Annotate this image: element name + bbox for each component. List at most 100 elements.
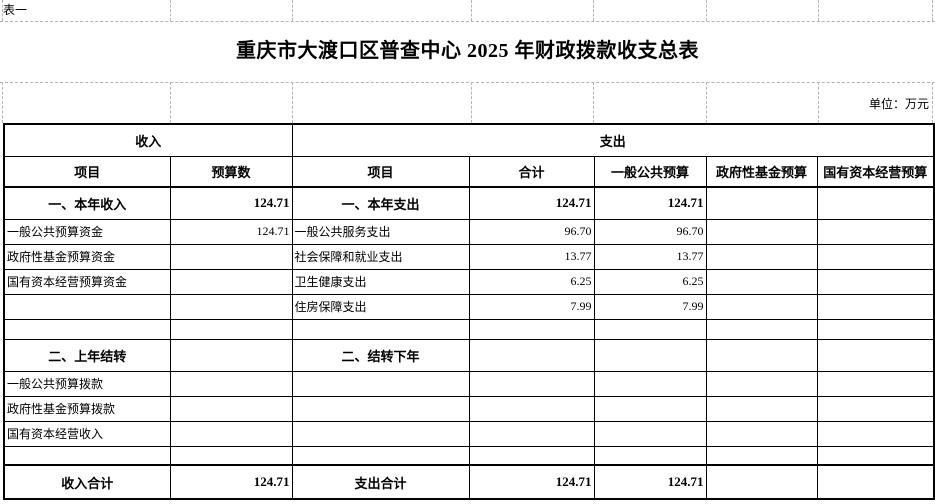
expense-group-header: 支出 [291,123,935,157]
expense-capital-cell [816,243,935,270]
income-budget-cell [169,243,293,270]
expense-fund-cell [705,293,818,320]
expense-general-cell [593,420,707,447]
expense-total-cell: 124.71 [468,186,595,220]
expense-general-cell: 7.99 [593,293,707,320]
expense-item-cell: 卫生健康支出 [291,268,470,295]
unit-label: 单位：万元 [868,97,929,111]
expense-capital-cell [816,420,935,447]
expense-fund-cell [705,445,818,466]
table-row: 政府性基金预算资金 社会保障和就业支出 13.77 13.77 [3,243,935,270]
expense-capital-cell [816,370,935,397]
expense-item-cell [291,445,470,466]
expense-fund-cell [705,268,818,295]
gridline-vertical [593,0,594,21]
income-item-cell: 政府性基金预算拨款 [3,395,171,422]
expense-general-cell: 13.77 [593,243,707,270]
col-header-income-budget: 预算数 [169,155,293,188]
gridline-vertical [818,0,819,21]
table-row: 国有资本经营预算资金 卫生健康支出 6.25 6.25 [3,268,935,295]
gridline-vertical [471,82,472,123]
expense-total-cell: 124.71 [468,464,595,500]
gridline-vertical [170,0,171,21]
expense-total-cell [468,395,595,422]
expense-capital-cell [816,318,935,340]
table-row: 二、上年结转 二、结转下年 [3,338,935,372]
income-budget-cell: 124.71 [169,186,293,220]
expense-total-cell: 7.99 [468,293,595,320]
income-total-label-cell: 收入合计 [3,464,171,500]
gridline-vertical [932,82,933,123]
expense-fund-cell [705,243,818,270]
col-header-expense-total: 合计 [468,155,595,188]
income-item-cell: 二、上年结转 [3,338,171,372]
income-budget-cell [169,370,293,397]
expense-total-cell: 6.25 [468,268,595,295]
table-column-header-row: 项目 预算数 项目 合计 一般公共预算 政府性基金预算 国有资本经营预算 [3,155,935,188]
expense-fund-cell [705,218,818,245]
expense-item-cell: 一般公共服务支出 [291,218,470,245]
expense-general-cell [593,370,707,397]
income-item-cell: 国有资本经营收入 [3,420,171,447]
expense-general-cell: 124.71 [593,186,707,220]
income-budget-cell [169,318,293,340]
expense-capital-cell [816,338,935,372]
expense-fund-cell [705,186,818,220]
income-budget-cell [169,420,293,447]
expense-total-cell: 96.70 [468,218,595,245]
income-budget-cell [169,395,293,422]
expense-item-cell: 社会保障和就业支出 [291,243,470,270]
expense-general-cell [593,395,707,422]
income-item-cell: 一般公共预算拨款 [3,370,171,397]
income-item-cell [3,293,171,320]
income-item-cell: 政府性基金预算资金 [3,243,171,270]
income-total-value-cell: 124.71 [169,464,293,500]
gridline-horizontal [0,21,935,22]
expense-general-cell [593,445,707,466]
gridline-vertical [292,0,293,21]
col-header-income-item: 项目 [3,155,171,188]
table-row [3,445,935,466]
income-group-header: 收入 [3,123,293,157]
gridline-horizontal [0,82,935,83]
expense-capital-cell [816,293,935,320]
expense-item-cell [291,370,470,397]
table-row: 一般公共预算拨款 [3,370,935,397]
expense-fund-cell [705,338,818,372]
expense-total-cell: 13.77 [468,243,595,270]
expense-item-cell [291,318,470,340]
income-item-cell: 国有资本经营预算资金 [3,268,171,295]
budget-table: 收入 支出 项目 预算数 项目 合计 一般公共预算 政府性基金预算 国有资本经营… [3,123,935,500]
income-budget-cell [169,445,293,466]
expense-capital-cell [816,464,935,500]
income-item-cell: 一、本年收入 [3,186,171,220]
income-budget-cell [169,338,293,372]
expense-general-cell: 6.25 [593,268,707,295]
expense-item-cell [291,420,470,447]
expense-item-cell: 一、本年支出 [291,186,470,220]
expense-total-cell [468,318,595,340]
gridline-vertical [706,0,707,21]
gridline-vertical [706,82,707,123]
expense-capital-cell [816,218,935,245]
expense-capital-cell [816,395,935,422]
table-row: 住房保障支出 7.99 7.99 [3,293,935,320]
expense-general-cell: 96.70 [593,218,707,245]
expense-fund-cell [705,464,818,500]
table-row [3,318,935,340]
expense-item-cell: 二、结转下年 [291,338,470,372]
page-title: 重庆市大渡口区普查中心 2025 年财政拨款收支总表 [236,40,699,62]
expense-fund-cell [705,395,818,422]
table-row: 一般公共预算资金 124.71 一般公共服务支出 96.70 96.70 [3,218,935,245]
sheet-label: 表一 [3,3,28,17]
gridline-vertical [932,0,933,21]
gridline-vertical [2,0,3,21]
gridline-vertical [471,0,472,21]
gridline-vertical [818,82,819,123]
gridline-vertical [170,82,171,123]
col-header-expense-item: 项目 [291,155,470,188]
expense-total-cell [468,370,595,397]
expense-total-label-cell: 支出合计 [291,464,470,500]
income-budget-cell: 124.71 [169,218,293,245]
